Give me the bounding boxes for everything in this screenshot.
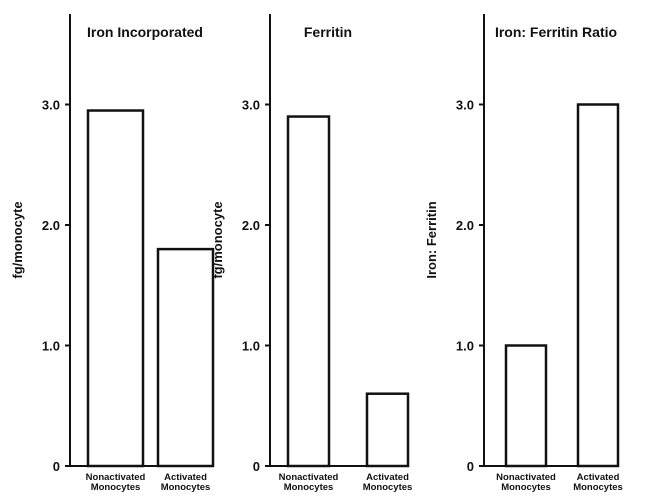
y-tick-label: 0: [53, 459, 60, 474]
bar-activated: [156, 247, 215, 468]
y-tick-label: 0: [467, 459, 474, 474]
y-tick-label: 3.0: [242, 98, 260, 113]
chart-title: Iron: Ferritin Ratio: [495, 24, 617, 40]
chart-panel-3: Iron: Ferritin Ratio Iron: Ferritin 0 1.0 2.…: [424, 14, 623, 493]
chart-panel-1: Iron Incorporated fg/monocyte 0 1.0 2.0 3.0 No…: [10, 14, 215, 493]
bar-nonactivated: [86, 109, 145, 468]
y-tick-label: 1.0: [242, 339, 260, 354]
x-category-label: Monocytes: [501, 482, 551, 493]
x-category-label: Nonactivated: [279, 472, 339, 483]
y-tick-label: 2.0: [456, 218, 474, 233]
chart-title: Iron Incorporated: [87, 24, 203, 40]
x-category-label: Monocytes: [573, 482, 623, 493]
chart-title: Ferritin: [304, 24, 352, 40]
y-tick-label: 1.0: [42, 339, 60, 354]
x-category-label: Nonactivated: [86, 472, 146, 483]
y-tick-label: 2.0: [242, 218, 260, 233]
x-category-label: Activated: [366, 472, 409, 483]
y-tick-label: 3.0: [42, 98, 60, 113]
x-category-label: Monocytes: [284, 482, 334, 493]
y-tick-label: 2.0: [42, 218, 60, 233]
bar-activated: [576, 103, 620, 468]
chart-panel-2: Ferritin fg/monocyte 0 1.0 2.0 3.0 Nonactivate…: [210, 14, 412, 493]
x-category-label: Monocytes: [91, 482, 141, 493]
x-category-label: Activated: [577, 472, 620, 483]
y-tick-label: 1.0: [456, 339, 474, 354]
y-axis-label: fg/monocyte: [10, 201, 25, 278]
x-category-label: Monocytes: [161, 482, 211, 493]
x-category-label: Nonactivated: [496, 472, 556, 483]
bar-nonactivated: [286, 115, 331, 468]
y-tick-label: 0: [253, 459, 260, 474]
x-category-label: Activated: [164, 472, 207, 483]
y-axis-label: Iron: Ferritin: [424, 201, 439, 278]
x-category-label: Monocytes: [363, 482, 413, 493]
bar-nonactivated: [504, 344, 548, 468]
bar-activated: [365, 392, 410, 468]
y-tick-label: 3.0: [456, 98, 474, 113]
y-axis-label: fg/monocyte: [210, 201, 225, 278]
